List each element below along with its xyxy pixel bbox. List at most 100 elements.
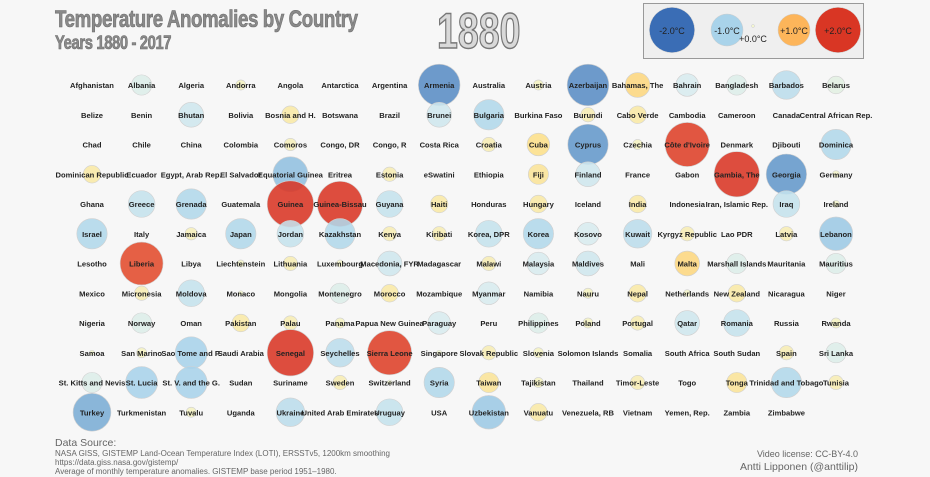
country-label: Côte d'Ivoire (664, 141, 710, 150)
country-bubble (630, 375, 646, 390)
country-label: Indonesia (669, 200, 705, 209)
country-label: Switzerland (368, 379, 411, 388)
license-text: Video license: CC-BY-4.0 (756, 449, 858, 459)
country-label: Comoros (274, 141, 307, 150)
country-bubble (225, 218, 257, 250)
country-label: Burkina Faso (514, 111, 562, 120)
legend-bubble (777, 13, 811, 47)
country-bubble (185, 406, 197, 418)
country-bubble (89, 349, 95, 356)
country-label: Seychelles (320, 349, 359, 358)
country-label: Denmark (721, 141, 754, 150)
country-label: Andorra (226, 81, 256, 90)
country-label: Myanmar (472, 289, 505, 298)
country-label: Uganda (227, 408, 256, 417)
country-label: Paraguay (422, 319, 457, 328)
country-bubble (533, 79, 544, 91)
country-bubble (830, 317, 842, 329)
country-label: Jamaica (176, 230, 207, 239)
country-label: Ecuador (126, 170, 156, 179)
country-label: Cabo Verde (617, 111, 659, 120)
country-bubble (832, 170, 840, 179)
country-label: Mauritius (819, 260, 853, 269)
country-label: Estonia (376, 170, 404, 179)
country-label: Bolivia (228, 111, 254, 120)
country-bubble (527, 163, 549, 185)
country-label: Morocco (374, 289, 406, 298)
country-label: USA (431, 408, 448, 417)
year-display: 1880 (436, 2, 521, 60)
country-label: Dominican Republic (56, 170, 129, 179)
country-label: Cambodia (669, 111, 706, 120)
country-label: Lebanon (820, 230, 852, 239)
country-label: Brunei (427, 111, 451, 120)
country-bubble (281, 105, 300, 124)
legend-bubble (710, 13, 744, 47)
country-bubble (382, 166, 398, 182)
country-bubble (481, 345, 497, 361)
country-label: Bosnia and H. (265, 111, 316, 120)
country-label: Germany (820, 170, 854, 179)
country-label: Guinea-Bissau (313, 200, 367, 209)
country-bubble (723, 309, 751, 337)
country-bubble (820, 129, 852, 160)
country-label: Cuba (529, 141, 549, 150)
country-label: Canada (773, 111, 801, 120)
country-bubble (134, 285, 150, 301)
country-label: Bulgaria (474, 111, 505, 120)
country-bubble (632, 139, 643, 150)
country-bubble (436, 349, 443, 356)
source-line-3: Average of monthly temperature anomalies… (55, 467, 337, 477)
source-heading: Data Source: (55, 437, 117, 449)
country-label: Brazil (379, 111, 400, 120)
country-label: Nigeria (79, 319, 106, 328)
country-bubble (81, 372, 103, 393)
source-line-2: https://data.giss.nasa.gov/gistemp/ (55, 458, 179, 468)
country-label: Ghana (80, 200, 104, 209)
country-label: Zimbabwe (768, 408, 805, 417)
country-bubble (832, 200, 840, 208)
country-label: Finland (575, 170, 602, 179)
country-bubble (231, 313, 250, 333)
country-bubble (119, 241, 164, 286)
country-bubble (275, 397, 306, 427)
country-bubble (334, 317, 346, 329)
country-label: Angola (278, 81, 305, 90)
country-bubble (522, 218, 554, 250)
country-label: Sierra Leone (367, 349, 413, 358)
country-label: Lao PDR (721, 230, 753, 239)
country-bubble (336, 259, 344, 268)
country-label: Antarctica (321, 81, 359, 90)
country-bubble (426, 102, 452, 128)
source-line-1: NASA GISS, GISTEMP Land-Ocean Temperatur… (55, 449, 390, 459)
legend-bubble (815, 7, 861, 53)
country-bubble (818, 216, 854, 251)
author-text: Antti Lipponen (@anttilip) (739, 460, 858, 473)
country-bubble (276, 220, 305, 248)
country-bubble (526, 132, 551, 157)
country-bubble (236, 259, 245, 268)
country-bubble (713, 151, 760, 198)
country-label: Monaco (226, 289, 255, 298)
country-bubble (674, 310, 700, 336)
country-bubble (174, 366, 208, 399)
country-bubble (82, 165, 102, 184)
country-label: Chad (83, 141, 102, 150)
country-bubble (131, 74, 153, 96)
country-label: Thailand (572, 379, 604, 388)
country-bubble (630, 315, 646, 331)
country-bubble (324, 218, 356, 250)
country-bubble (329, 282, 351, 304)
country-label: Bhutan (178, 111, 205, 120)
country-bubble (726, 253, 748, 274)
country-label: Kuwait (625, 230, 650, 239)
country-label: Macedonia, FYR (360, 260, 419, 269)
country-label: Panama (325, 319, 355, 328)
country-bubble (477, 281, 501, 305)
country-bubble (826, 75, 846, 95)
country-label: Bangladesh (715, 81, 758, 90)
country-label: Samoa (80, 349, 106, 358)
country-bubble (325, 338, 355, 368)
country-label: Fiji (533, 170, 544, 179)
country-label: Spain (776, 349, 797, 358)
